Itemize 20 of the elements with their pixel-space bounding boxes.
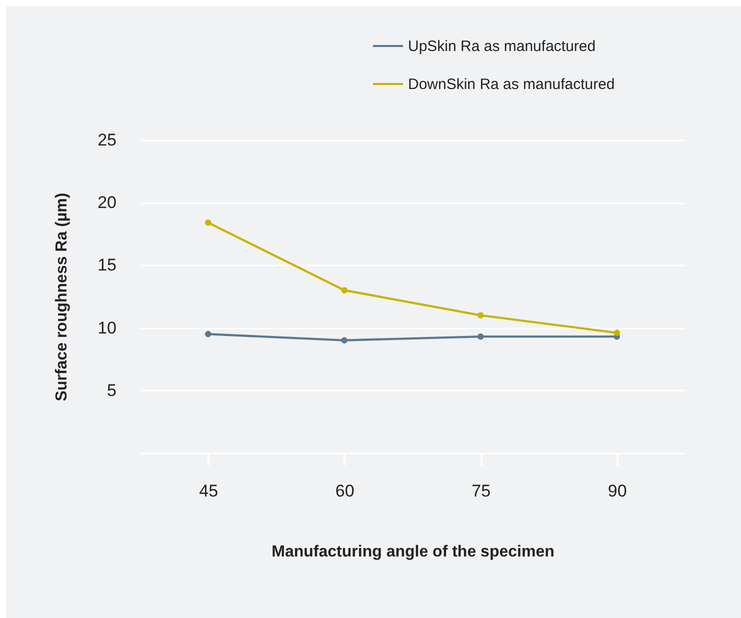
point bbox=[341, 337, 348, 344]
legend-label: UpSkin Ra as manufactured bbox=[408, 38, 596, 55]
x-tick-label: 60 bbox=[335, 482, 354, 500]
x-tick-label: 75 bbox=[472, 482, 491, 500]
y-axis-title: Surface roughness Ra (µm) bbox=[54, 192, 71, 402]
y-tick-label: 25 bbox=[98, 130, 116, 150]
point bbox=[204, 330, 212, 338]
point bbox=[477, 333, 484, 340]
point bbox=[341, 287, 348, 294]
legend-label: DownSkin Ra as manufactured bbox=[408, 76, 615, 93]
x-axis-title: Manufacturing angle of the specimen bbox=[272, 544, 554, 560]
x-tick-label: 45 bbox=[199, 482, 218, 500]
point bbox=[614, 330, 620, 336]
y-tick-label: 15 bbox=[98, 256, 116, 275]
y-tick-label: 10 bbox=[98, 318, 116, 338]
x-tick-label: 90 bbox=[608, 482, 627, 500]
point bbox=[477, 312, 484, 318]
point bbox=[204, 219, 212, 226]
y-tick-label: 5 bbox=[107, 380, 116, 400]
y-tick-label: 20 bbox=[98, 193, 116, 212]
